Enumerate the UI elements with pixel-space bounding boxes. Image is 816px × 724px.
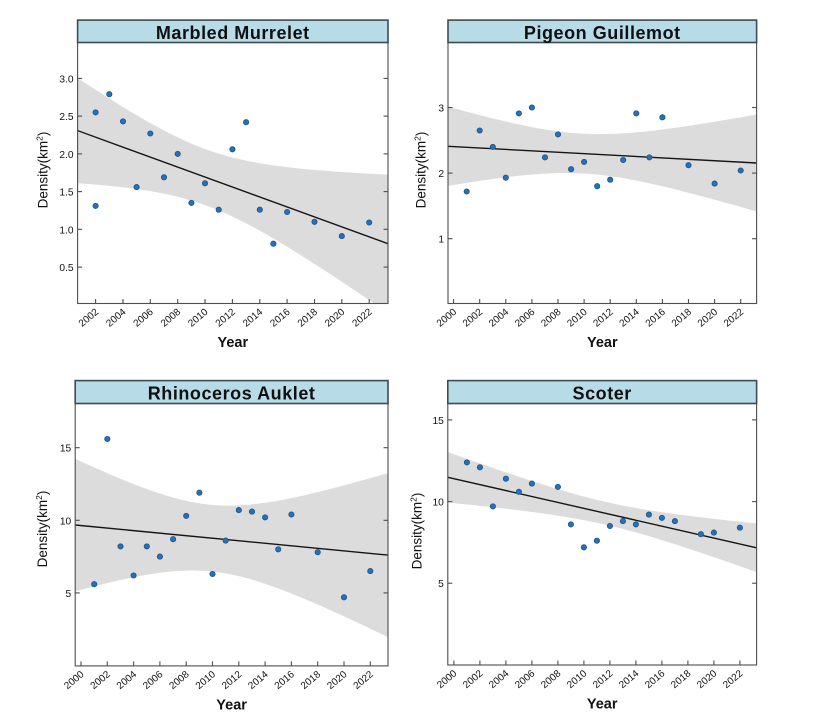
svg-text:Marbled Murrelet: Marbled Murrelet [156,23,310,43]
svg-text:2: 2 [438,169,444,180]
svg-text:Year: Year [217,335,248,351]
svg-text:15: 15 [432,416,444,427]
svg-text:3.0: 3.0 [59,74,73,85]
svg-text:Rhinoceros Auklet: Rhinoceros Auklet [148,383,316,403]
svg-text:Density(km2): Density(km2) [412,132,428,209]
svg-text:Density(km2): Density(km2) [409,493,425,570]
svg-text:3: 3 [438,104,444,115]
svg-text:1.5: 1.5 [59,188,73,199]
svg-text:Year: Year [587,335,618,351]
svg-text:0.5: 0.5 [59,263,73,274]
svg-text:1.0: 1.0 [59,225,73,236]
svg-text:15: 15 [60,444,72,455]
svg-text:Year: Year [587,697,618,713]
svg-text:10: 10 [432,498,444,509]
svg-text:Year: Year [216,697,247,713]
svg-text:1: 1 [438,235,444,246]
svg-text:Density(km2): Density(km2) [35,132,51,209]
svg-text:2.5: 2.5 [59,112,73,123]
svg-text:Density(km2): Density(km2) [34,491,50,568]
svg-text:2.0: 2.0 [59,150,73,161]
svg-text:5: 5 [66,589,72,600]
svg-text:Pigeon Guillemot: Pigeon Guillemot [524,23,681,43]
svg-text:5: 5 [438,579,444,590]
svg-text:Scoter: Scoter [573,383,632,403]
svg-text:10: 10 [60,516,72,527]
